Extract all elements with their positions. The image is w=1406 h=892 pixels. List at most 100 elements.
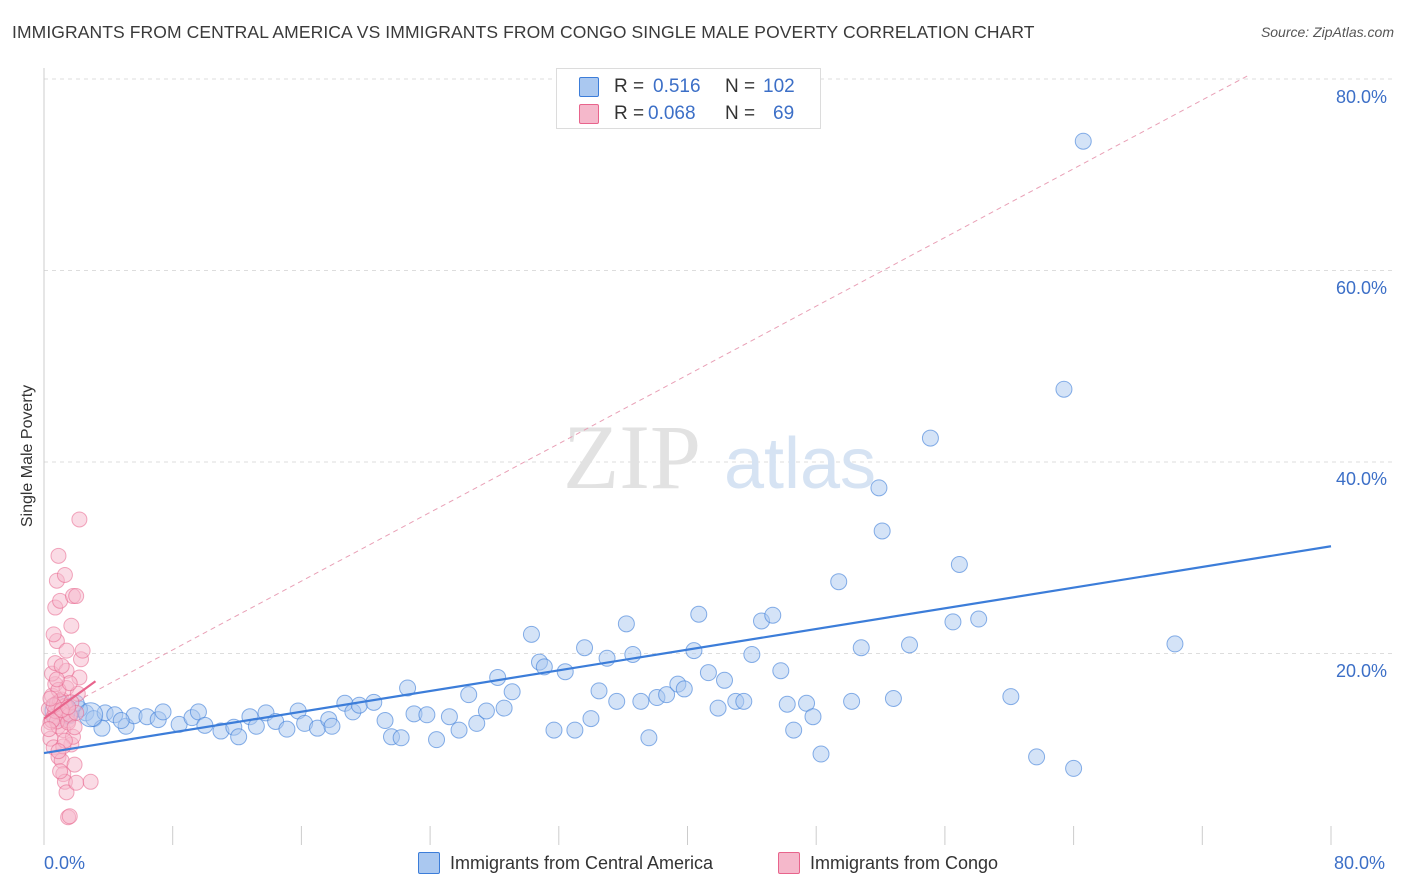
central-america-point (675, 680, 693, 698)
central-america-point (1002, 688, 1020, 706)
legend-swatch-pink (579, 104, 599, 124)
series-legend: Immigrants from Central America Immigran… (0, 852, 1406, 878)
x-tick-label-max: 80.0% (1334, 853, 1386, 873)
central-america-point (399, 679, 417, 697)
congo-point (40, 721, 57, 738)
congo-point (58, 642, 75, 659)
central-america-point (764, 606, 782, 624)
congo-points (40, 511, 99, 826)
congo-point (58, 784, 75, 801)
central-america-point (690, 605, 708, 623)
central-america-point (778, 695, 796, 713)
congo-point (66, 719, 83, 736)
watermark: ZIP atlas (563, 406, 876, 508)
central-america-point (901, 636, 919, 654)
central-america-point (884, 690, 902, 708)
stats-row-central-america: R = 0.516 N = 102 (557, 73, 820, 101)
central-america-point (365, 693, 383, 711)
y-tick-label: 60.0% (1336, 278, 1388, 298)
congo-point (50, 547, 67, 564)
congo-point (66, 756, 83, 773)
congo-point (48, 671, 65, 688)
congo-point (42, 690, 59, 707)
central-america-point (699, 664, 717, 682)
central-america-point (1074, 132, 1092, 150)
congo-point (71, 511, 88, 528)
central-america-point (495, 699, 513, 717)
central-america-point (440, 708, 458, 726)
central-america-point (576, 639, 594, 657)
central-america-point (535, 658, 553, 676)
central-america-point (450, 721, 468, 739)
congo-point (74, 642, 91, 659)
n-label: N = (725, 103, 756, 124)
central-america-point (1055, 380, 1073, 398)
central-america-point (376, 712, 394, 730)
y-axis-label: Single Male Poverty (19, 384, 36, 528)
central-america-point (743, 645, 761, 663)
legend-swatch-blue (579, 77, 599, 97)
central-america-point (468, 714, 486, 732)
legend-item-central-america[interactable]: Immigrants from Central America (418, 852, 713, 874)
central-america-point (323, 717, 341, 735)
legend-item-congo[interactable]: Immigrants from Congo (778, 852, 998, 874)
central-america-point (428, 731, 446, 749)
congo-point (68, 588, 85, 605)
central-america-point (830, 573, 848, 591)
congo-point (56, 566, 73, 583)
congo-trend (43, 680, 97, 720)
central-america-point (709, 699, 727, 717)
congo-point (68, 774, 85, 791)
central-america-point (870, 479, 888, 497)
r-label: R = (614, 76, 645, 97)
central-america-point (804, 708, 822, 726)
chart-title: IMMIGRANTS FROM CENTRAL AMERICA VS IMMIG… (12, 22, 1035, 42)
central-america-point (278, 720, 296, 738)
central-america-point (582, 710, 600, 728)
central-america-point (716, 671, 734, 689)
legend-label: Immigrants from Congo (810, 852, 999, 873)
n-value: 102 (763, 76, 795, 97)
legend-swatch-blue (418, 852, 440, 874)
source-label: Source: ZipAtlas.com (1260, 24, 1394, 40)
central-america-point (350, 696, 368, 714)
central-america-point (556, 663, 574, 681)
y-tick-label: 80.0% (1336, 87, 1388, 107)
stats-legend: R = 0.516 N = 102 R = 0.068 N = 69 (556, 68, 821, 129)
central-america-point (1166, 635, 1184, 653)
y-tick-label: 20.0% (1336, 661, 1388, 681)
r-value: 0.068 (648, 103, 696, 124)
central-america-point (735, 692, 753, 710)
central-america-point (921, 429, 939, 447)
central-america-point (392, 729, 410, 747)
central-america-point (154, 703, 172, 721)
congo-point (63, 617, 80, 634)
central-america-point (772, 662, 790, 680)
congo-point (45, 626, 62, 643)
watermark-zip: ZIP (563, 406, 701, 508)
central-america-point (873, 522, 891, 540)
central-america-point (843, 692, 861, 710)
congo-point (53, 657, 70, 674)
central-america-point (1028, 748, 1046, 766)
n-label: N = (725, 76, 756, 97)
n-value: 69 (773, 103, 795, 124)
central-america-point (617, 615, 635, 633)
central-america-point (477, 702, 495, 720)
congo-trend-dashed (43, 73, 1251, 720)
central-america-trend (43, 545, 1332, 755)
y-tick-label: 40.0% (1336, 469, 1388, 489)
central-america-points (44, 132, 1184, 777)
central-america-point (566, 721, 584, 739)
central-america-point (590, 682, 608, 700)
central-america-point (632, 692, 650, 710)
central-america-point (658, 686, 676, 704)
congo-point (82, 773, 99, 790)
legend-swatch-pink (778, 852, 800, 874)
central-america-point (785, 721, 803, 739)
legend-label: Immigrants from Central America (450, 852, 714, 873)
central-america-point (230, 728, 248, 746)
central-america-point (1065, 759, 1083, 777)
central-america-point (950, 555, 968, 573)
central-america-point (112, 712, 130, 730)
